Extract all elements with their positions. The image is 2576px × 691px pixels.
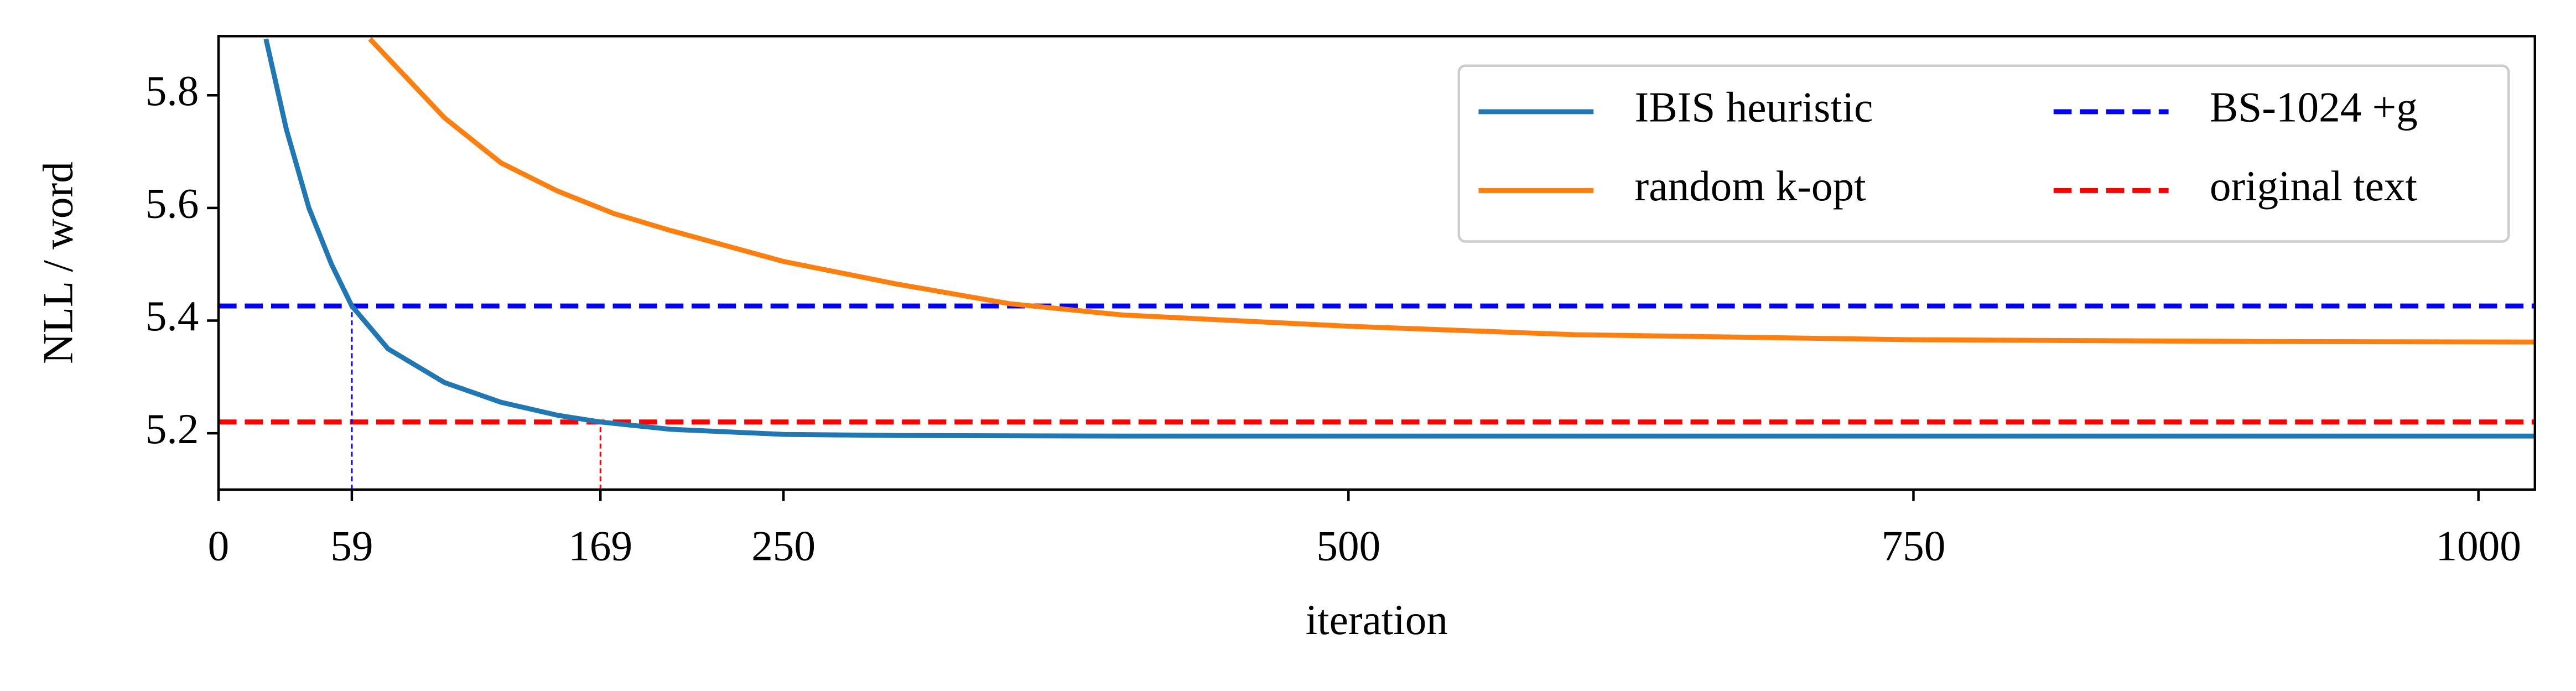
y-tick-label: 5.2 <box>146 405 199 453</box>
x-tick-label: 750 <box>1882 522 1946 570</box>
legend: IBIS heuristic random k-opt BS-1024 +g orig… <box>1457 64 2510 243</box>
x-tick-label: 1000 <box>2435 522 2521 570</box>
legend-label: original text <box>2210 162 2417 210</box>
data-line <box>368 37 2535 345</box>
data-line <box>263 38 2535 439</box>
x-tick-label: 59 <box>330 522 373 570</box>
legend-label: BS-1024 +g <box>2210 84 2418 131</box>
legend-box <box>1457 64 2510 243</box>
axes-frame <box>217 35 2536 491</box>
y-tick-label: 5.8 <box>146 67 199 115</box>
y-tick-label: 5.6 <box>146 180 199 227</box>
legend-label: IBIS heuristic <box>1635 84 1873 131</box>
y-axis-label: NLL / word <box>34 162 82 364</box>
x-axis-label: iteration <box>1306 596 1448 643</box>
y-tick-label: 5.4 <box>146 292 199 340</box>
x-tick-label: 500 <box>1316 522 1380 570</box>
legend-label: random k-opt <box>1635 162 1866 210</box>
x-tick-label: 250 <box>751 522 816 570</box>
x-tick-label: 169 <box>568 522 632 570</box>
x-tick-label: 0 <box>208 522 230 570</box>
